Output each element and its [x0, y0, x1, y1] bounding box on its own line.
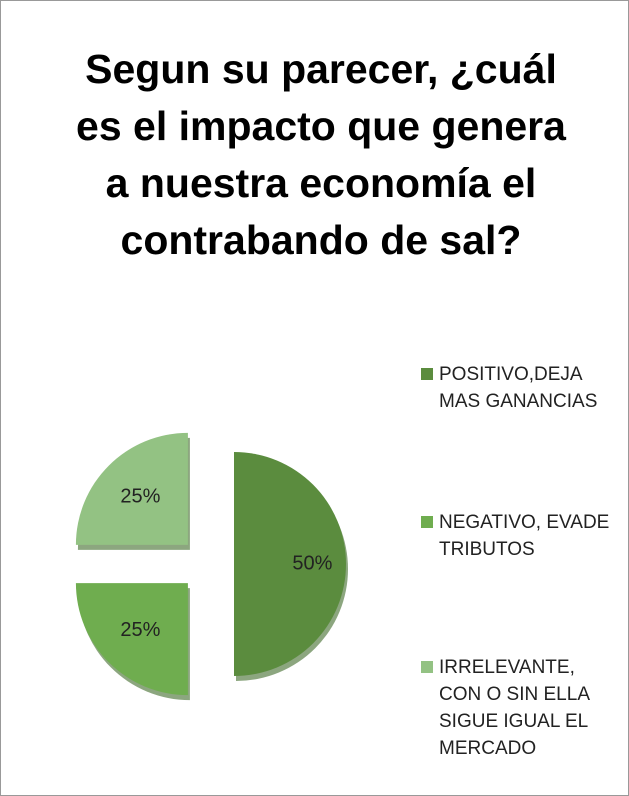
- slice: [75, 432, 188, 545]
- legend-entry: NEGATIVO, EVADE TRIBUTOS: [421, 509, 611, 563]
- legend-label: NEGATIVO, EVADE TRIBUTOS: [439, 512, 610, 560]
- legend-swatch: [421, 661, 433, 673]
- legend-swatch: [421, 516, 433, 528]
- legend-swatch: [421, 368, 433, 380]
- legend-label: IRRELEVANTE, CON O SIN ELLA SIGUE IGUAL …: [439, 657, 589, 759]
- slice: [234, 452, 346, 676]
- data-label: 25%: [120, 486, 160, 508]
- slice: [75, 583, 188, 696]
- data-label: 25%: [120, 619, 160, 641]
- legend-entry: IRRELEVANTE, CON O SIN ELLA SIGUE IGUAL …: [421, 654, 611, 762]
- legend-entry: POSITIVO,DEJA MAS GANANCIAS: [421, 361, 611, 415]
- data-label: 50%: [292, 552, 332, 574]
- chart-title: Segun su parecer, ¿cuál es el impacto qu…: [76, 46, 566, 263]
- legend-label: POSITIVO,DEJA MAS GANANCIAS: [439, 364, 598, 412]
